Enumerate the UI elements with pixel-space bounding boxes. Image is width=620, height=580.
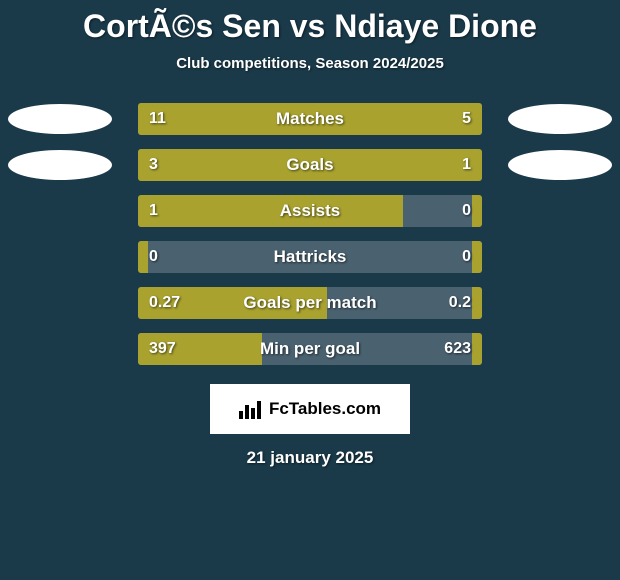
player-avatar-left — [8, 150, 112, 180]
date-label: 21 january 2025 — [0, 448, 620, 468]
stat-label: Goals — [138, 149, 482, 181]
stat-bar: 0.270.2Goals per match — [138, 287, 482, 319]
stat-row: 31Goals — [0, 146, 620, 192]
stat-row: 10Assists — [0, 192, 620, 238]
bar-chart-icon — [239, 399, 263, 419]
stat-row: 00Hattricks — [0, 238, 620, 284]
stat-label: Goals per match — [138, 287, 482, 319]
stat-bar: 397623Min per goal — [138, 333, 482, 365]
player-avatar-right — [508, 104, 612, 134]
stat-label: Min per goal — [138, 333, 482, 365]
stat-label: Assists — [138, 195, 482, 227]
stat-bar: 31Goals — [138, 149, 482, 181]
player-avatar-right — [508, 150, 612, 180]
branding-text: FcTables.com — [269, 399, 381, 419]
player-avatar-left — [8, 104, 112, 134]
stat-row: 115Matches — [0, 100, 620, 146]
stats-container: 115Matches 31Goals 10Assists 00Hattricks 0.2… — [0, 100, 620, 376]
stat-bar: 10Assists — [138, 195, 482, 227]
branding-badge[interactable]: FcTables.com — [210, 384, 410, 434]
page-title: CortÃ©s Sen vs Ndiaye Dione — [0, 0, 620, 45]
stat-bar: 115Matches — [138, 103, 482, 135]
page-subtitle: Club competitions, Season 2024/2025 — [0, 55, 620, 72]
stat-label: Matches — [138, 103, 482, 135]
stat-row: 397623Min per goal — [0, 330, 620, 376]
stat-bar: 00Hattricks — [138, 241, 482, 273]
stat-row: 0.270.2Goals per match — [0, 284, 620, 330]
stat-label: Hattricks — [138, 241, 482, 273]
